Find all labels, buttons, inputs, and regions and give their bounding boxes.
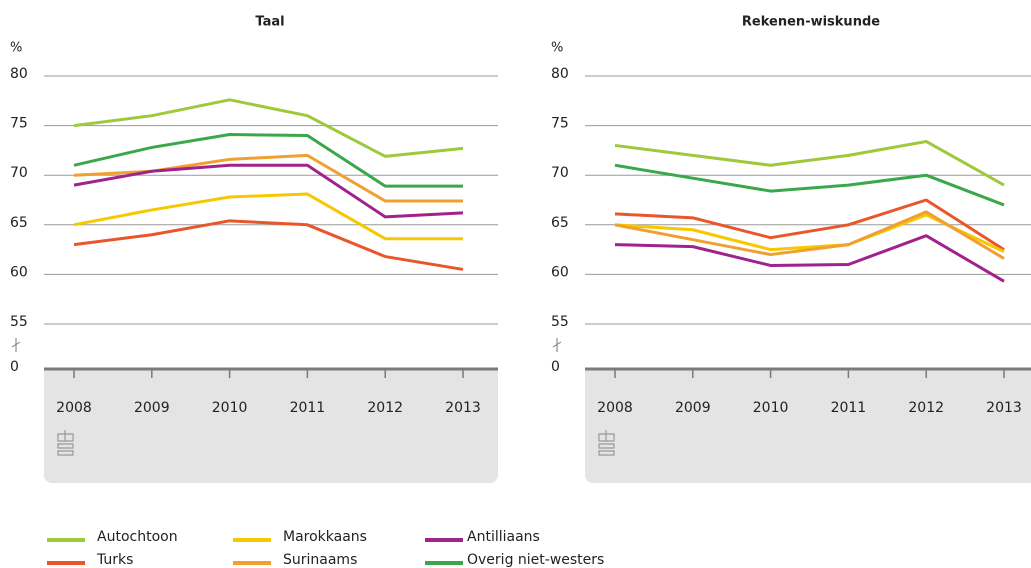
y-tick-label: 70 <box>551 165 569 181</box>
y-tick-label: 80 <box>551 66 569 82</box>
logo <box>57 430 74 456</box>
chart-title: Rekenen-wiskunde <box>742 15 880 30</box>
legend-label: Overig niet-westers <box>467 552 604 568</box>
x-tick-label: 2009 <box>675 400 711 416</box>
y-tick-label: 55 <box>10 314 28 330</box>
x-tick-label: 2012 <box>367 400 403 416</box>
logo-shape <box>598 430 615 456</box>
series-line <box>614 139 1005 187</box>
chart-title: Taal <box>255 15 284 30</box>
legend-label: Turks <box>96 552 133 568</box>
y-tick-label: 60 <box>10 264 28 280</box>
x-tick-label: 2010 <box>753 400 789 416</box>
legend-label: Surinaams <box>283 552 357 568</box>
legend-label: Antilliaans <box>467 529 540 545</box>
x-tick-label: 2013 <box>986 400 1022 416</box>
y-tick-label: 0 <box>551 359 560 375</box>
series-line <box>73 98 464 158</box>
y-tick-label: 65 <box>551 215 569 231</box>
series-line <box>73 163 464 219</box>
y-tick-label: 65 <box>10 215 28 231</box>
series-line <box>73 133 463 188</box>
y-unit: % <box>551 41 563 56</box>
series-line <box>73 153 463 203</box>
x-tick-label: 2009 <box>134 400 170 416</box>
axis-break <box>11 338 21 352</box>
x-tick-label: 2008 <box>597 400 633 416</box>
legend-label: Marokkaans <box>283 529 367 545</box>
y-tick-label: 70 <box>10 165 28 181</box>
x-tick-label: 2008 <box>56 400 92 416</box>
y-tick-label: 55 <box>551 314 569 330</box>
panel <box>44 369 498 483</box>
x-tick-label: 2010 <box>212 400 248 416</box>
series-line <box>73 192 463 241</box>
y-tick-label: 80 <box>10 66 28 82</box>
series-line <box>614 210 1005 260</box>
x-tick-label: 2013 <box>445 400 481 416</box>
x-tick-label: 2012 <box>908 400 944 416</box>
series-line <box>614 198 1005 251</box>
series-line <box>614 234 1005 283</box>
y-tick-label: 75 <box>551 116 569 132</box>
y-tick-label: 0 <box>10 359 19 375</box>
y-tick-label: 60 <box>551 264 569 280</box>
x-tick-label: 2011 <box>831 400 867 416</box>
y-tick-label: 75 <box>10 116 28 132</box>
logo-shape <box>57 430 74 456</box>
axis-break <box>552 338 562 352</box>
panel <box>585 369 1031 483</box>
x-tick-label: 2011 <box>290 400 326 416</box>
logo <box>598 430 615 456</box>
legend-label: Autochtoon <box>97 529 178 545</box>
y-unit: % <box>10 41 22 56</box>
series-line <box>614 163 1005 207</box>
series-line <box>73 219 464 271</box>
